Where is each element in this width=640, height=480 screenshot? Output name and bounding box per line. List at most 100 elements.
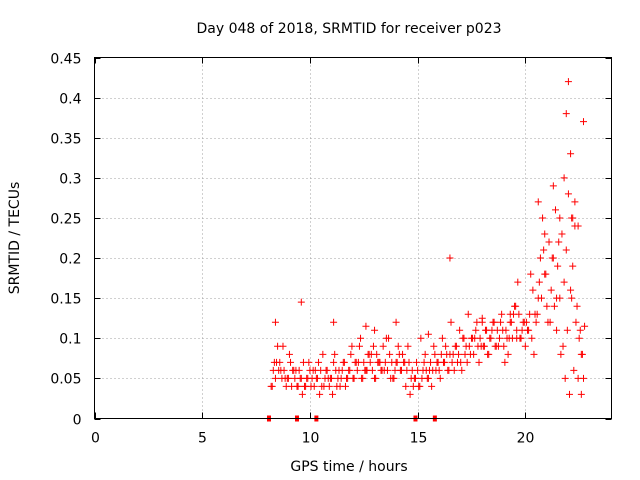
data-point: [379, 342, 387, 350]
data-point: [434, 358, 442, 366]
data-point: [421, 350, 429, 358]
data-point: [423, 374, 431, 382]
data-point: [490, 318, 498, 326]
y-tick-label: 0.4: [59, 92, 81, 108]
data-point: [413, 358, 421, 366]
data-point: [512, 302, 520, 310]
data-point: [315, 358, 323, 366]
data-point: [410, 374, 418, 382]
data-point: [539, 214, 547, 222]
data-point: [494, 342, 502, 350]
data-point: [501, 358, 509, 366]
data-point: [318, 382, 326, 390]
data-point: [355, 342, 363, 350]
data-point: [387, 374, 395, 382]
data-point: [400, 358, 408, 366]
x-axis-ticks: 0 5 10 15 20: [91, 57, 534, 447]
data-point: [394, 342, 402, 350]
data-point: [270, 358, 278, 366]
data-point: [431, 350, 439, 358]
data-point: [513, 334, 521, 342]
data-point: [271, 374, 279, 382]
data-point: [525, 326, 533, 334]
data-point: [521, 342, 529, 350]
data-point: [481, 326, 489, 334]
data-point: [469, 334, 477, 342]
data-point: [441, 358, 449, 366]
data-point: [303, 374, 311, 382]
data-point: [562, 246, 570, 254]
data-point: [307, 382, 315, 390]
data-point: [563, 326, 571, 334]
data-point: [558, 230, 566, 238]
chart-title: Day 048 of 2018, SRMTID for receiver p02…: [196, 21, 501, 37]
data-point: [372, 374, 380, 382]
data-point: [466, 350, 474, 358]
data-points: [267, 78, 589, 398]
data-point: [555, 238, 563, 246]
data-point: [529, 286, 537, 294]
data-point: [392, 318, 400, 326]
data-point: [498, 310, 506, 318]
data-point: [443, 350, 451, 358]
data-point: [331, 350, 339, 358]
data-point: [518, 326, 526, 334]
data-point: [350, 374, 358, 382]
data-point: [341, 382, 349, 390]
data-point: [527, 270, 535, 278]
data-point: [569, 262, 577, 270]
y-tick-label: 0.25: [50, 212, 81, 228]
data-point: [572, 318, 580, 326]
data-point: [568, 214, 576, 222]
data-point: [535, 278, 543, 286]
data-point: [279, 342, 287, 350]
data-point: [296, 374, 304, 382]
data-point: [382, 334, 390, 342]
data-point: [425, 366, 433, 374]
data-point: [442, 342, 450, 350]
data-point: [542, 270, 550, 278]
data-point: [546, 318, 554, 326]
data-point: [464, 310, 472, 318]
data-point: [285, 350, 293, 358]
y-tick-label: 0.35: [50, 132, 81, 148]
data-point: [339, 358, 347, 366]
data-point: [565, 390, 573, 398]
data-point: [329, 390, 337, 398]
data-point: [432, 366, 440, 374]
data-point: [305, 358, 313, 366]
data-point: [562, 110, 570, 118]
data-point: [541, 230, 549, 238]
data-point: [557, 350, 565, 358]
data-point: [576, 326, 584, 334]
data-point: [415, 382, 423, 390]
data-point: [577, 390, 585, 398]
data-point: [475, 358, 483, 366]
data-point: [484, 350, 492, 358]
data-point: [486, 334, 494, 342]
data-point: [353, 366, 361, 374]
data-point: [428, 382, 436, 390]
data-point: [478, 314, 486, 322]
data-point: [537, 294, 545, 302]
data-point: [567, 150, 575, 158]
data-point: [532, 318, 540, 326]
data-point: [322, 366, 330, 374]
y-tick-label: 0.05: [50, 372, 81, 388]
data-point: [393, 358, 401, 366]
data-point: [395, 350, 403, 358]
data-point: [553, 326, 561, 334]
data-point: [488, 326, 496, 334]
data-point: [371, 326, 379, 334]
data-point: [456, 326, 464, 334]
data-point: [397, 366, 405, 374]
data-point: [560, 278, 568, 286]
data-point: [424, 330, 432, 338]
data-point: [357, 334, 365, 342]
data-point: [564, 190, 572, 198]
data-point: [361, 366, 369, 374]
data-point: [553, 294, 561, 302]
data-point: [507, 318, 515, 326]
y-tick-label: 0.45: [50, 52, 81, 68]
